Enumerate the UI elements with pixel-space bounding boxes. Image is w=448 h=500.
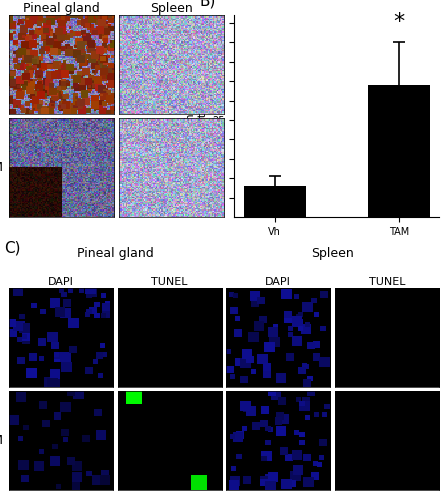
Text: C): C) [4,240,21,256]
Title: Pineal gland: Pineal gland [23,2,100,15]
Text: Spleen: Spleen [311,248,354,260]
Title: TUNEL: TUNEL [369,277,405,287]
Title: Spleen: Spleen [150,2,193,15]
Title: DAPI: DAPI [48,277,74,287]
Title: TUNEL: TUNEL [151,277,188,287]
Text: *: * [393,12,405,32]
Bar [244,186,306,217]
Title: DAPI: DAPI [265,277,291,287]
Bar [368,85,430,217]
Y-axis label: Average number of
p21-positive cells: Average number of p21-positive cells [186,62,208,170]
Y-axis label: TAM: TAM [0,434,3,447]
Y-axis label: TAM: TAM [0,161,3,174]
Text: B): B) [200,0,216,8]
Text: Pineal gland: Pineal gland [77,248,154,260]
